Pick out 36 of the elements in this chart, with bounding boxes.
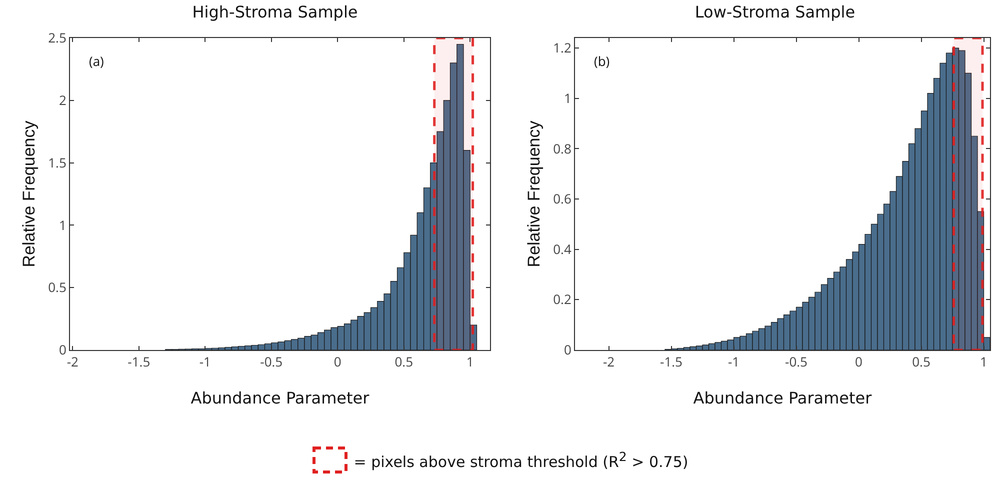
x-tick-label: 1: [466, 352, 474, 371]
y-tick-label: 1.2: [553, 38, 572, 57]
y-axis-title: Relative Frequency: [524, 120, 544, 268]
chart-title: Low-Stroma Sample: [694, 2, 856, 22]
y-tick-label: 0.4: [553, 240, 572, 258]
x-tick-label: -1: [728, 352, 740, 371]
y-axis-title: Relative Frequency: [20, 120, 39, 268]
x-tick-label: 0: [334, 352, 342, 371]
y-tick-label: 1.5: [48, 153, 66, 172]
x-tick-label: -2: [602, 352, 615, 371]
y-tick-label: 1: [58, 216, 66, 234]
x-axis-title: Abundance Parameter: [693, 388, 872, 408]
y-tick-label: 0: [58, 340, 66, 359]
y-tick-label: 0: [564, 340, 572, 359]
x-tick-label: -0.5: [785, 352, 808, 371]
x-tick-label: 0.5: [394, 352, 414, 371]
y-tick-label: 0.6: [553, 190, 572, 208]
y-tick-label: 0.8: [553, 139, 572, 158]
x-tick-label: -1: [199, 352, 211, 371]
x-tick-label: -0.5: [260, 352, 283, 371]
annotation: (b): [594, 52, 610, 70]
x-tick-label: -1.5: [660, 352, 682, 371]
y-tick-label: 2.5: [48, 28, 66, 47]
annotation: (a): [89, 52, 104, 70]
y-tick-label: 0.5: [48, 278, 66, 296]
x-tick-label: -1.5: [128, 352, 150, 371]
x-tick-label: -2: [66, 352, 78, 371]
chart-title: High-Stroma Sample: [192, 2, 358, 22]
x-tick-label: 0: [855, 352, 862, 371]
x-tick-label: 1: [980, 352, 988, 371]
y-tick-label: 2: [58, 90, 66, 109]
x-tick-label: 0.5: [912, 352, 930, 371]
x-axis-title: Abundance Parameter: [190, 388, 370, 408]
text: = pixels above stroma threshold (R$^{2}$ > 0.75): [354, 449, 688, 471]
y-tick-label: 1: [564, 88, 572, 107]
y-tick-label: 0.2: [553, 290, 572, 308]
